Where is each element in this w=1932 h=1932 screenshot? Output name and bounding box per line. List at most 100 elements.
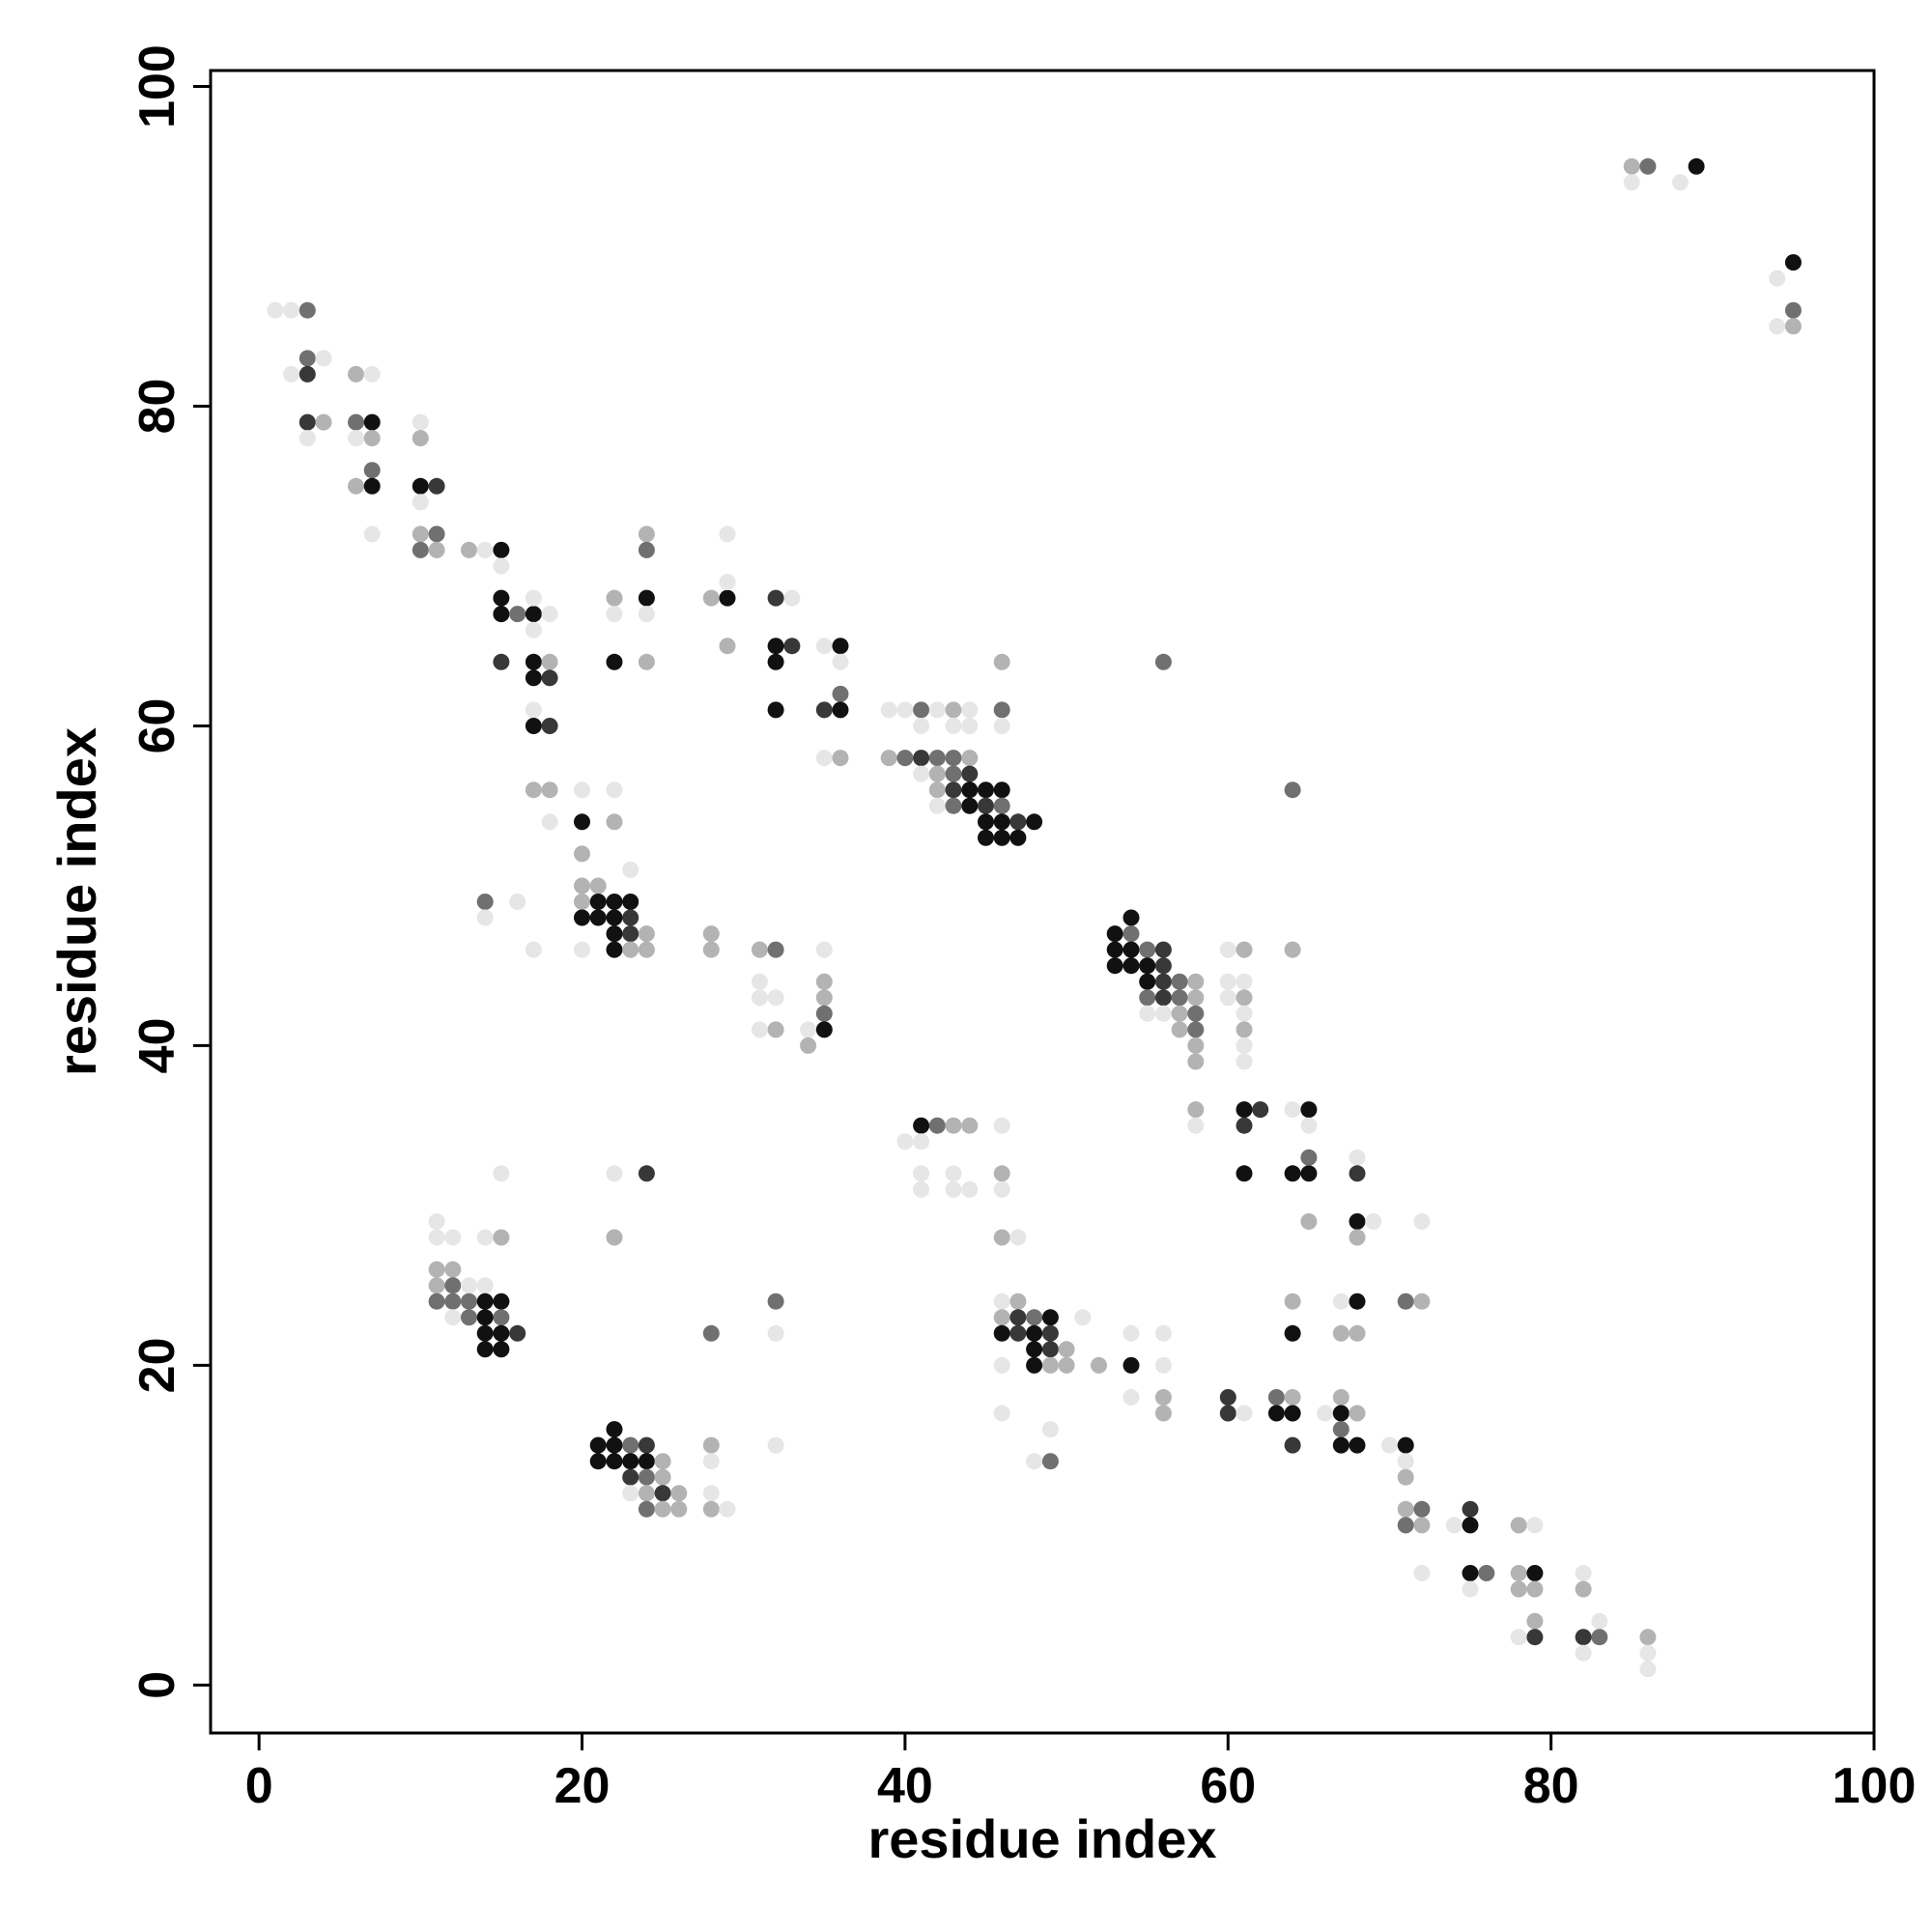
data-point [298,413,316,431]
data-point [719,574,736,590]
data-point [1171,989,1188,1007]
data-point [1591,1629,1608,1646]
data-point [1510,1580,1527,1598]
data-point [638,526,655,543]
data-point [606,606,623,623]
data-point [1300,1149,1318,1166]
data-point [1591,1612,1608,1630]
data-point [1058,1341,1075,1358]
data-point [670,1500,688,1518]
data-point [1349,1436,1366,1454]
data-point [1284,1293,1301,1310]
data-point [1510,1565,1527,1581]
data-point [1397,1293,1414,1310]
data-point [702,1453,720,1470]
data-point [1236,1037,1253,1054]
data-point [1058,1356,1075,1374]
data-point [574,941,590,958]
data-point [525,669,542,687]
data-point [1397,1453,1414,1470]
data-point [525,781,542,799]
data-point [1026,1453,1043,1470]
data-point [638,1165,655,1182]
data-point [606,1165,623,1182]
data-point [493,653,510,670]
data-point [493,1229,510,1246]
data-point [541,781,558,799]
data-point [638,925,655,943]
data-point [638,1485,655,1502]
x-tick-label: 40 [877,1758,933,1814]
x-tick-label: 60 [1200,1758,1256,1814]
y-tick-label: 80 [129,379,185,435]
data-point [1009,813,1027,831]
data-point [896,701,914,719]
data-point [767,989,784,1007]
data-point [815,701,833,719]
data-point [1526,1565,1544,1581]
data-point [1300,1101,1318,1119]
data-point [751,989,768,1007]
data-point [1106,925,1123,943]
data-point [493,1309,510,1326]
data-point [1462,1500,1479,1518]
data-point [1349,1213,1366,1230]
data-point [1397,1468,1414,1486]
data-point [719,638,736,655]
data-point [1397,1517,1414,1534]
data-point [832,653,849,670]
data-point [1139,989,1156,1007]
data-point [945,797,962,814]
data-point [1300,1117,1318,1134]
data-point [622,861,639,878]
data-point [767,1324,784,1342]
data-point [993,1356,1010,1374]
data-point [1332,1389,1350,1406]
data-point [1413,1517,1431,1534]
data-point [363,526,381,543]
data-point [1284,781,1301,799]
y-tick-label: 60 [129,698,185,754]
data-point [606,813,623,831]
data-point [993,813,1010,831]
data-point [1219,989,1236,1007]
data-point [606,925,623,943]
data-point [928,701,946,719]
data-point [622,941,639,958]
data-point [412,413,429,431]
data-point [1154,1356,1172,1374]
data-point [1526,1517,1544,1534]
data-point [767,1436,784,1454]
data-point [1236,973,1253,990]
data-point [961,750,979,767]
data-point [476,1277,494,1294]
data-point [1284,1436,1301,1454]
data-point [961,765,979,782]
data-point [1526,1612,1544,1630]
data-point [476,1341,494,1358]
data-point [928,797,946,814]
data-point [476,1293,494,1310]
data-point [1041,1341,1059,1358]
data-point [525,621,542,639]
data-point [606,781,623,799]
data-point [1349,1405,1366,1422]
data-point [428,1293,445,1310]
data-point [1332,1405,1350,1422]
data-point [428,1277,445,1294]
data-point [1639,1644,1657,1662]
data-point [913,1133,930,1151]
data-point [993,1293,1010,1310]
data-point [1026,1309,1043,1326]
data-point [1267,1405,1285,1422]
data-point [638,589,655,607]
data-point [993,781,1010,799]
data-point [412,541,429,558]
data-point [476,909,494,926]
data-point [1122,1324,1140,1342]
data-point [1026,1324,1043,1342]
data-point [1349,1293,1366,1310]
data-point [606,1421,623,1438]
data-point [363,477,381,495]
data-point [1122,957,1140,975]
